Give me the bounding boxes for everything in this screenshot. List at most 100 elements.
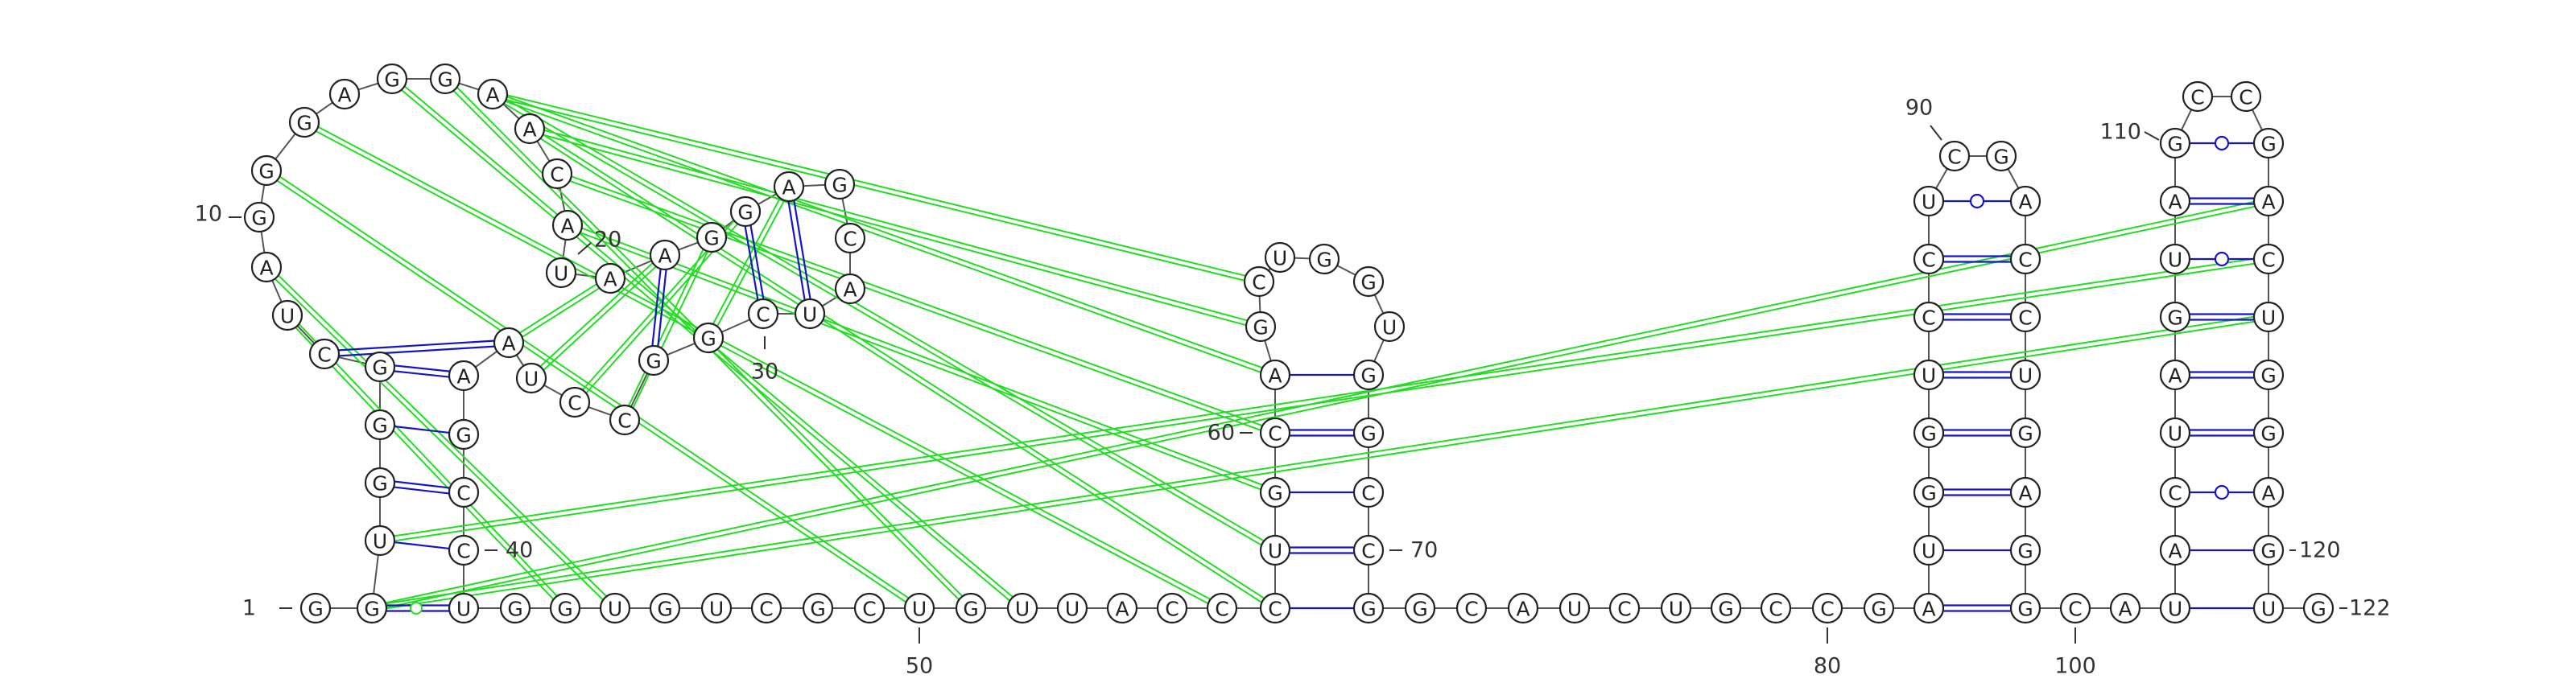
nucleotide-letter: G: [1253, 316, 1268, 339]
nucleotide-letter: G: [1718, 598, 1733, 621]
nucleotide: G: [1354, 360, 1383, 389]
nucleotide-letter: G: [2310, 598, 2326, 621]
nucleotide-letter: C: [1215, 598, 1228, 621]
nucleotide: A: [650, 241, 679, 269]
nucleotide: G: [2254, 360, 2283, 389]
nucleotide: A: [515, 114, 544, 143]
nucleotide-letter: G: [557, 598, 572, 621]
nucleotide-letter: G: [372, 414, 387, 438]
nucleotide: A: [2011, 478, 2040, 507]
base-pair-line: [394, 365, 449, 371]
nucleotide: C: [1261, 594, 1290, 623]
nucleotide: C: [1940, 142, 1969, 171]
numbering-label: 80: [1814, 654, 1841, 679]
nucleotide-letter: U: [524, 368, 539, 391]
nucleotide-letter: U: [1015, 598, 1030, 621]
nucleotide-letter: U: [1567, 598, 1582, 621]
nucleotide-letter: C: [1361, 482, 1375, 505]
backbone-segment: [667, 344, 696, 355]
nucleotide: G: [731, 197, 760, 226]
nucleotide: C: [1610, 594, 1639, 623]
nucleotide-letter: G: [372, 356, 387, 380]
nucleotide: G: [803, 594, 832, 623]
nucleotide-letter: G: [2260, 133, 2276, 156]
base-pair-line: [745, 226, 758, 300]
nucleotide: C: [1245, 267, 1274, 296]
nucleotide-letter: A: [2168, 364, 2182, 388]
backbone-segment: [275, 134, 295, 159]
nucleotide: A: [2161, 536, 2190, 565]
backbone-segment: [1265, 340, 1271, 361]
nucleotide-letter: C: [1252, 271, 1265, 294]
nucleotide: G: [449, 420, 478, 449]
nucleotide-letter: G: [1993, 146, 2008, 169]
backbone-segment: [1375, 294, 1384, 313]
nucleotide-letter: U: [1669, 598, 1683, 621]
nucleotide-letter: A: [456, 365, 470, 389]
nucleotide-letter: G: [704, 227, 719, 250]
nucleotide-letter: A: [522, 118, 536, 142]
nucleotide: G: [431, 64, 460, 93]
nucleotide-letter: A: [2261, 482, 2275, 505]
nucleotide: U: [1662, 594, 1690, 623]
nucleotide: A: [774, 172, 803, 201]
nucleotide-letter: C: [1165, 598, 1179, 621]
tertiary-interaction-line: [530, 126, 1261, 324]
nucleotide-letter: U: [1382, 316, 1397, 339]
nucleotide-letter: A: [1268, 364, 1282, 388]
nucleotide: G: [650, 594, 679, 623]
nucleotide-letter: A: [658, 245, 671, 268]
tertiary-interaction-line: [265, 269, 613, 610]
nucleotide: G: [1261, 478, 1290, 507]
nucleotide-letter: U: [1922, 364, 1936, 388]
nucleotide-letter: G: [657, 598, 672, 621]
nucleotide-letter: G: [700, 327, 716, 351]
backbone-segment: [517, 355, 524, 366]
numbering-label: 1: [242, 596, 256, 621]
nucleotide: C: [836, 224, 865, 253]
nucleotide-letter: C: [756, 303, 770, 327]
nucleotide-letter: U: [1065, 598, 1080, 621]
numbering-label: 110: [2099, 120, 2141, 145]
nucleotide-letter: G: [810, 598, 825, 621]
base-pair-line: [394, 542, 449, 549]
nucleotide-letter: A: [1115, 598, 1129, 621]
nucleotide: A: [596, 264, 625, 293]
nucleotide-letter: G: [1316, 249, 1331, 272]
nucleotide: G: [639, 346, 668, 375]
nucleotide-letter: C: [1769, 598, 1782, 621]
nucleotide: C: [449, 478, 478, 507]
nucleotide: A: [553, 211, 582, 240]
backbone-segment: [1936, 169, 1947, 189]
nucleotide-letter: U: [912, 598, 927, 621]
tertiary-interaction-line: [494, 92, 1277, 548]
base-pair-line: [394, 482, 449, 488]
nucleotide: G: [2254, 418, 2283, 447]
nucleotide: G: [1310, 245, 1339, 274]
nucleotide-letter: A: [2168, 191, 2182, 214]
nucleotide: G: [2161, 302, 2190, 331]
nucleotide: A: [1914, 594, 1943, 623]
nucleotide-letter: A: [782, 176, 795, 200]
nucleotide-letter: G: [384, 68, 399, 92]
base-pair-line: [394, 487, 448, 494]
nucleotide-letter: U: [554, 262, 568, 286]
nucleotide: C: [2011, 302, 2040, 331]
nucleotide-letter: C: [2018, 249, 2032, 272]
backbone-segment: [2008, 169, 2019, 188]
nucleotide-letter: U: [2168, 598, 2182, 621]
nucleotide: G: [551, 594, 580, 623]
nucleotide: U: [1914, 187, 1943, 216]
nucleotide-letter: C: [843, 228, 857, 251]
nucleotide: G: [956, 594, 985, 623]
nucleotide-letter: C: [568, 392, 581, 415]
nucleotide-letter: G: [1921, 482, 1936, 505]
nucleotide: U: [273, 301, 302, 330]
nucleotide: G: [1246, 312, 1275, 341]
nucleotide: G: [1406, 594, 1435, 623]
nucleotide: G: [1864, 594, 1893, 623]
nucleotide: G: [825, 170, 854, 199]
nucleotide-letter: A: [1922, 598, 1935, 621]
nucleotide-letter: C: [2261, 249, 2275, 272]
